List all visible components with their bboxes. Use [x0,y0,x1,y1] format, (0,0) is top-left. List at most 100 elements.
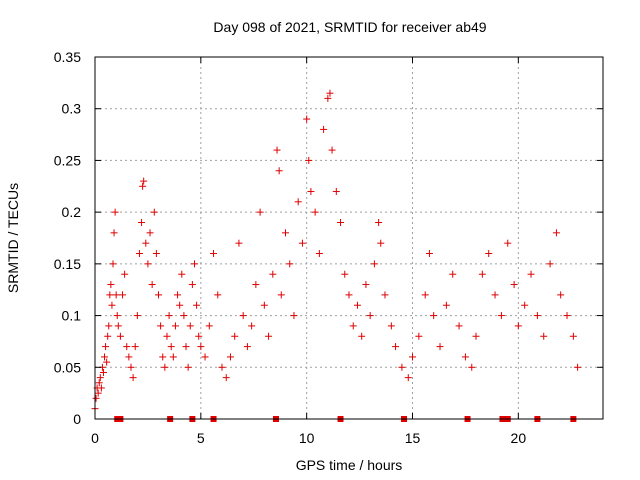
data-point [442,301,450,309]
data-point [186,322,194,330]
data-point [239,312,247,320]
data-point [103,358,111,366]
data-point [152,250,160,258]
data-point [190,260,198,268]
data-point [243,343,251,351]
data-point [104,332,112,340]
data-point [430,312,438,320]
data-point [275,167,283,175]
data-point [113,312,121,320]
data-point [110,229,118,237]
data-point [521,301,529,309]
data-point [404,374,412,382]
data-point [455,322,463,330]
y-axis-label: SRMTID / TECUs [5,183,21,293]
data-point [193,301,201,309]
data-point [167,343,175,351]
data-point [235,239,243,247]
x-tick-label: 20 [511,430,527,446]
data-point [119,291,127,299]
data-point [563,312,571,320]
data-point [349,322,357,330]
data-point [125,353,133,361]
data-point [165,312,173,320]
data-point [546,260,554,268]
data-point [303,115,311,123]
grid [95,57,603,419]
y-tick-labels: 0 0.05 0.1 0.15 0.2 0.25 0.3 0.35 [54,49,81,427]
data-point [163,332,171,340]
data-point [146,229,154,237]
y-tick-label: 0.05 [54,359,81,375]
data-point [142,239,150,247]
data-point [514,322,522,330]
x-tick-label: 0 [91,430,99,446]
data-point [140,177,148,185]
data-point [533,312,541,320]
data-point [155,291,162,299]
data-points [91,89,582,413]
data-point [353,301,361,309]
data-point [248,322,256,330]
data-point [139,182,147,190]
y-tick-label: 0.35 [54,49,81,65]
data-point [328,146,336,154]
data-point [105,322,113,330]
data-point [377,239,385,247]
data-point [540,332,548,340]
data-point [174,291,182,299]
data-point [478,270,486,278]
data-point [108,301,116,309]
data-point [107,281,115,289]
data-point [157,322,165,330]
data-point [101,353,109,361]
data-point [485,250,493,258]
data-point [370,260,378,268]
data-point [106,291,114,299]
data-point [392,343,400,351]
data-point [307,187,315,195]
x-tick-label: 10 [299,430,315,446]
data-point [222,374,230,382]
x-axis-label: GPS time / hours [296,457,403,473]
data-point [127,363,135,371]
data-point [337,218,345,226]
data-point [436,343,444,351]
data-point [305,156,313,164]
data-point [114,322,122,330]
data-point [294,198,302,206]
chart-title: Day 098 of 2021, SRMTID for receiver ab4… [213,19,486,35]
data-point [282,229,289,237]
data-point [159,353,167,361]
data-point [109,260,117,268]
data-point [182,343,190,351]
data-point [341,270,349,278]
data-point [332,187,340,195]
data-point [449,270,457,278]
data-point [95,379,103,387]
data-point [375,218,383,226]
data-point [214,291,222,299]
data-point [381,291,389,299]
data-point [138,218,146,226]
data-point [144,260,152,268]
data-point [171,322,179,330]
data-point [180,312,188,320]
y-tick-label: 0.3 [62,101,82,117]
data-point [161,363,169,371]
data-point [504,239,512,247]
data-point [111,208,119,216]
data-point [421,291,429,299]
data-point [527,270,535,278]
axes [94,56,604,420]
data-point [510,281,518,289]
data-point [557,291,565,299]
data-point [135,250,143,258]
data-point [231,332,239,340]
data-point [150,208,158,216]
data-point [358,332,366,340]
data-point [99,368,107,376]
plot-border [94,56,604,420]
data-point [273,146,281,154]
data-point [188,281,196,289]
